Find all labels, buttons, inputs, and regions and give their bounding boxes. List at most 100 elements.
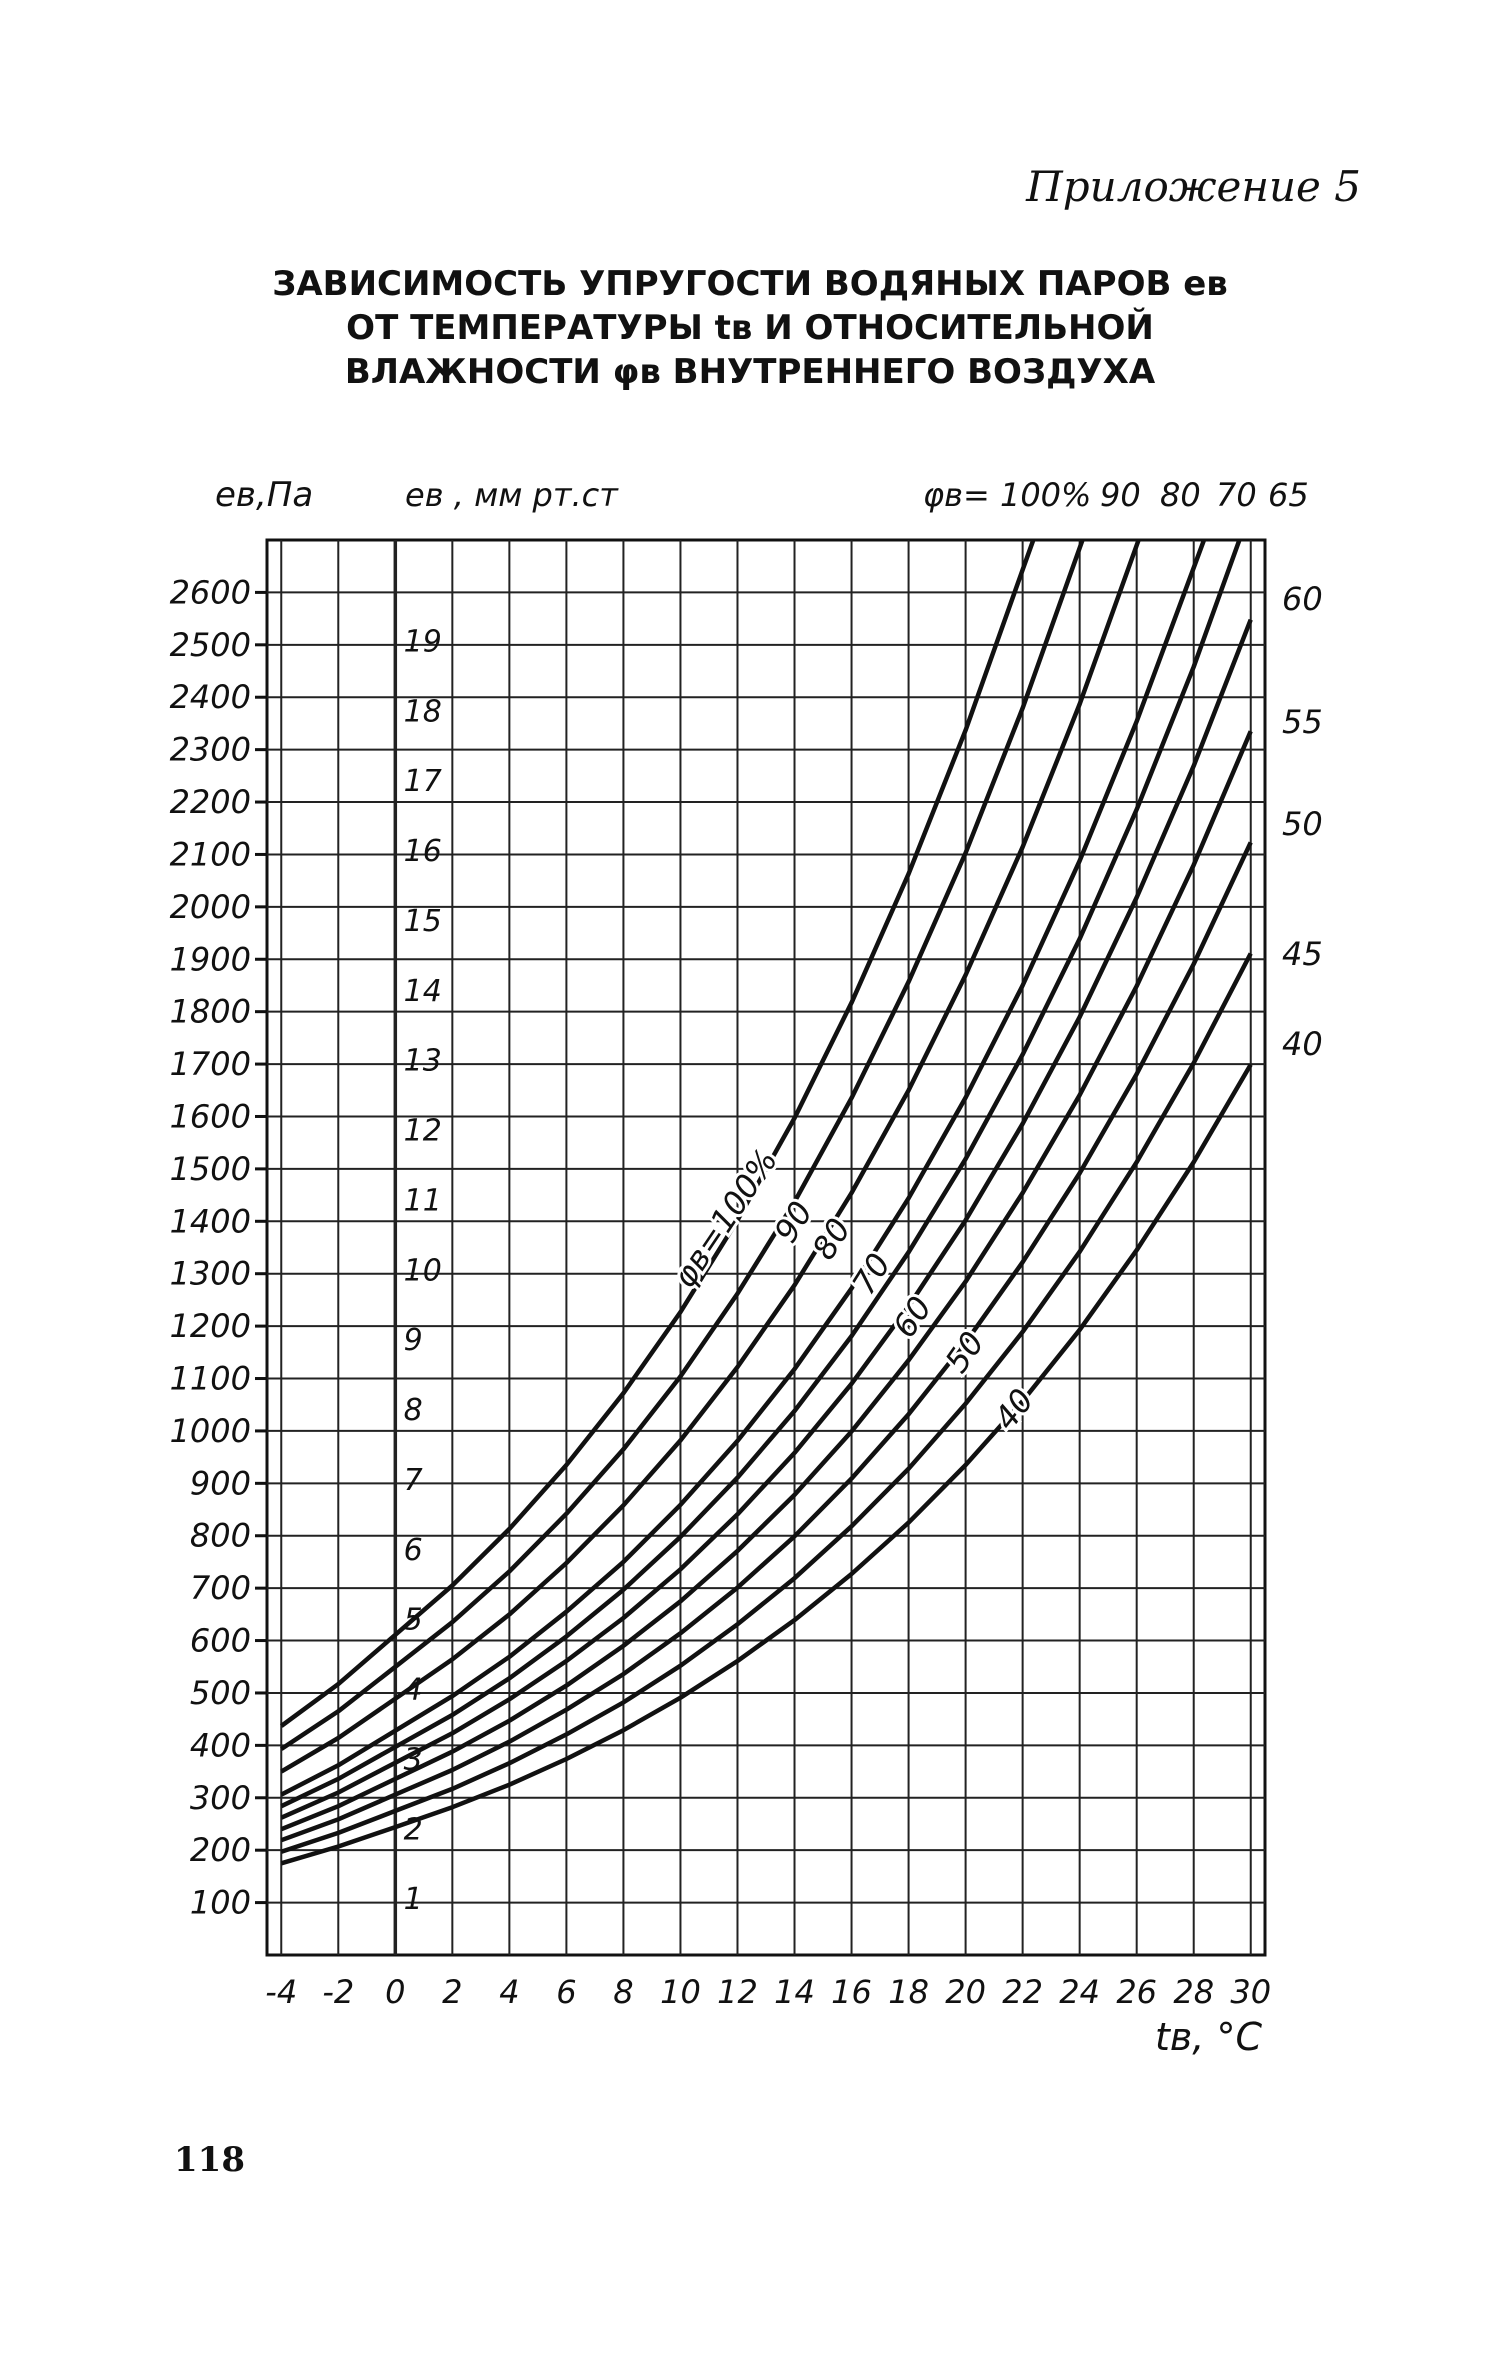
page-number: 118 <box>174 2140 245 2180</box>
y-tick-label-mmhg: 6 <box>404 1533 423 1568</box>
y-tick-label-mmhg: 2 <box>404 1812 423 1847</box>
y-tick-label-pa: 800 <box>190 1517 251 1555</box>
y-tick-label-pa: 400 <box>190 1726 251 1764</box>
right-curve-label: 40 <box>1282 1025 1323 1063</box>
y-tick-label-mmhg: 8 <box>404 1393 423 1428</box>
x-tick-label: 16 <box>831 1973 872 2011</box>
top-legend-label: 80 <box>1160 476 1201 514</box>
chart-curves <box>279 540 1253 1866</box>
title-line-3: ВЛАЖНОСТИ φв ВНУТРЕННЕГО ВОЗДУХА <box>344 352 1156 392</box>
x-tick-label: 6 <box>556 1973 576 2011</box>
y-tick-label-pa: 1800 <box>170 993 251 1031</box>
y-tick-label-pa: 2100 <box>170 835 251 873</box>
top-legend-label: 70 <box>1216 476 1257 514</box>
x-tick-label: 30 <box>1230 1973 1271 2011</box>
curve-series <box>280 952 1253 1854</box>
y-tick-label-mmhg: 9 <box>404 1323 423 1358</box>
x-tick-label: 10 <box>660 1973 701 2011</box>
y-tick-label-pa: 700 <box>190 1569 251 1607</box>
appendix-label: Приложение 5 <box>1026 162 1361 211</box>
y-axis-title-mmhg: eв , мм рт.ст <box>405 476 619 514</box>
x-tick-label: 18 <box>888 1973 929 2011</box>
right-curve-label: 50 <box>1282 805 1323 843</box>
y-tick-label-pa: 1400 <box>170 1202 251 1240</box>
y-tick-label-pa: 1700 <box>170 1045 251 1083</box>
top-legend-prefix: φв= 100% <box>923 476 1091 514</box>
x-tick-label: 12 <box>717 1973 758 2011</box>
x-tick-label: 14 <box>774 1973 815 2011</box>
y-tick-label-pa: 1100 <box>170 1360 251 1398</box>
x-tick-label: -2 <box>322 1973 354 2011</box>
y-tick-label-mmhg: 11 <box>404 1183 442 1218</box>
y-tick-label-mmhg: 15 <box>404 904 442 939</box>
curve-series <box>280 730 1253 1832</box>
inline-curve-label: 50 <box>937 1324 991 1379</box>
y-tick-label-pa: 900 <box>190 1464 251 1502</box>
x-tick-label: 8 <box>613 1973 633 2011</box>
x-tick-label: 26 <box>1116 1973 1157 2011</box>
chart-labels: 1002003004005006007008009001000110012001… <box>170 475 1323 2059</box>
x-tick-label: 22 <box>1002 1973 1043 2011</box>
y-tick-label-pa: 1900 <box>170 940 251 978</box>
y-tick-label-mmhg: 7 <box>404 1463 423 1498</box>
y-tick-label-pa: 1200 <box>170 1307 251 1345</box>
x-tick-label: 2 <box>442 1973 462 2011</box>
x-tick-label: 0 <box>385 1973 405 2011</box>
right-curve-label: 55 <box>1282 703 1323 741</box>
top-legend-label: 90 <box>1100 476 1141 514</box>
y-tick-label-mmhg: 5 <box>404 1603 423 1638</box>
y-tick-label-pa: 2500 <box>170 626 251 664</box>
y-tick-label-mmhg: 1 <box>404 1882 423 1917</box>
y-tick-label-pa: 1000 <box>170 1412 251 1450</box>
y-tick-label-mmhg: 18 <box>404 694 442 729</box>
y-tick-label-mmhg: 14 <box>404 974 442 1009</box>
curve-series <box>280 540 1141 1774</box>
y-tick-label-pa: 2200 <box>170 783 251 821</box>
title-line-2: ОТ ТЕМПЕРАТУРЫ tв И ОТНОСИТЕЛЬНОЙ <box>346 308 1154 348</box>
y-tick-label-pa: 200 <box>190 1831 251 1869</box>
page-title: ЗАВИСИМОСТЬ УПРУГОСТИ ВОДЯНЫХ ПАРОВ eв О… <box>200 262 1300 394</box>
y-tick-label-pa: 2300 <box>170 731 251 769</box>
curve-series <box>280 1063 1253 1866</box>
curve-series <box>280 540 1085 1751</box>
inline-curve-label: 70 <box>845 1247 899 1302</box>
y-tick-label-mmhg: 4 <box>404 1673 423 1708</box>
x-tick-label: 28 <box>1173 1973 1214 2011</box>
x-tick-label: 24 <box>1059 1973 1100 2011</box>
title-line-1: ЗАВИСИМОСТЬ УПРУГОСТИ ВОДЯНЫХ ПАРОВ eв <box>272 264 1228 304</box>
y-tick-label-mmhg: 17 <box>404 764 442 799</box>
y-tick-label-pa: 1500 <box>170 1150 251 1188</box>
y-tick-label-mmhg: 13 <box>404 1044 442 1079</box>
x-tick-label: -4 <box>265 1973 297 2011</box>
y-tick-label-mmhg: 12 <box>404 1114 442 1149</box>
y-tick-label-pa: 1300 <box>170 1255 251 1293</box>
inline-curve-label: 60 <box>885 1289 939 1344</box>
y-tick-label-pa: 2600 <box>170 573 251 611</box>
y-tick-label-pa: 2400 <box>170 678 251 716</box>
y-tick-label-pa: 100 <box>190 1884 251 1922</box>
y-tick-label-pa: 600 <box>190 1622 251 1660</box>
curve-series <box>280 841 1253 1843</box>
y-tick-label-pa: 300 <box>190 1779 251 1817</box>
y-tick-label-pa: 500 <box>190 1674 251 1712</box>
right-curve-label: 60 <box>1282 580 1323 618</box>
curve-series <box>280 540 1207 1797</box>
y-axis-title-pa: eв,Па <box>215 475 313 515</box>
inline-curve-label: φв=100% <box>665 1142 785 1294</box>
curve-series <box>280 618 1253 1820</box>
curve-series <box>279 540 1036 1728</box>
y-tick-label-mmhg: 10 <box>404 1253 442 1288</box>
right-curve-label: 45 <box>1282 935 1323 973</box>
y-tick-label-mmhg: 3 <box>404 1742 423 1777</box>
y-tick-label-pa: 2000 <box>170 888 251 926</box>
y-tick-label-pa: 1600 <box>170 1097 251 1135</box>
x-tick-label: 4 <box>499 1973 519 2011</box>
y-tick-label-mmhg: 19 <box>404 624 442 659</box>
curve-series <box>280 540 1242 1809</box>
x-tick-label: 20 <box>945 1973 986 2011</box>
x-axis-title: tв, °C <box>1155 2015 1262 2059</box>
top-legend-label: 65 <box>1268 476 1309 514</box>
plot-frame <box>265 538 1267 1957</box>
